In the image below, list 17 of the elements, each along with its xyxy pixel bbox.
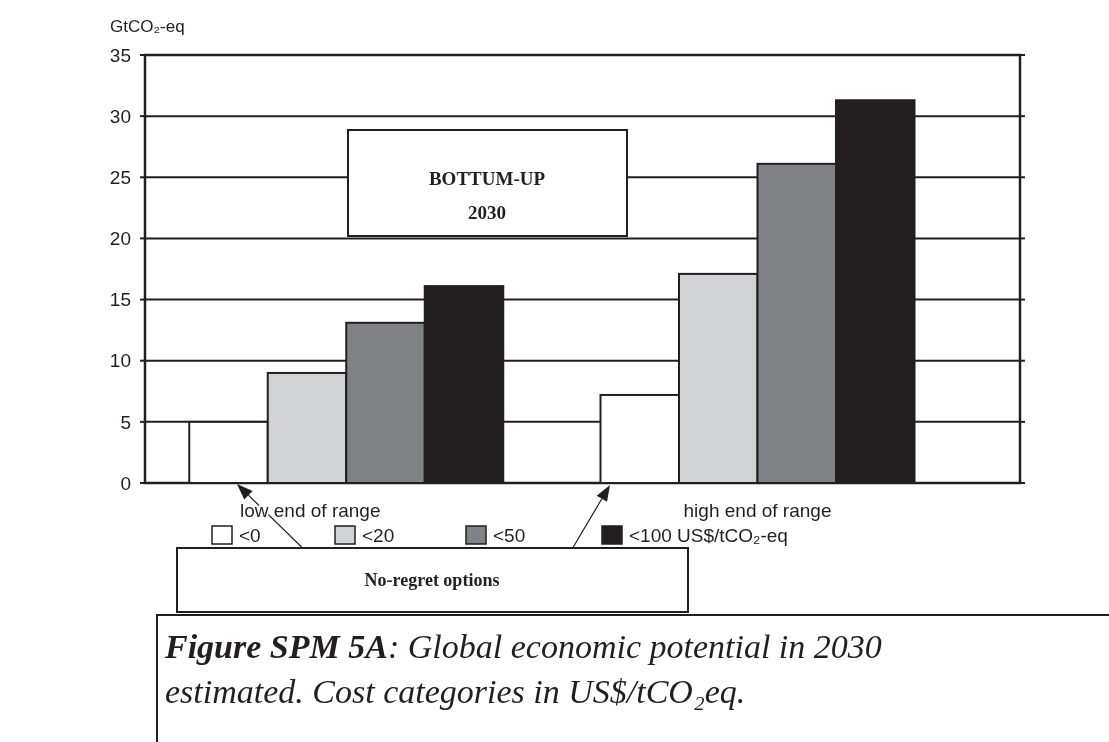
text: No-regret options (364, 570, 500, 590)
y-tick-label: 15 (109, 289, 131, 311)
legend-label: <50 (493, 524, 526, 546)
y-axis-title: GtCO₂-eq (110, 17, 185, 36)
y-tick-label: 20 (109, 228, 131, 250)
legend-label: <100 US$/tCO₂-eq (629, 524, 788, 546)
y-tick-label: 5 (120, 411, 131, 433)
text: Figure SPM 5A: Global economic potential in 2030 estimated. Cost categories in US$/tCO₂eq. (164, 628, 882, 710)
x-tick-label: high end of range (683, 500, 832, 521)
legend-label: <0 (239, 524, 261, 546)
y-tick-label: 10 (109, 350, 131, 372)
y-tick-label: 35 (109, 44, 131, 66)
title-box: BOTTUM-UP 2030 (347, 129, 628, 237)
legend-label: <20 (362, 524, 395, 546)
y-tick-label: 0 (120, 472, 131, 494)
y-tick-label: 25 (109, 166, 131, 188)
y-tick-label: 30 (109, 105, 131, 127)
